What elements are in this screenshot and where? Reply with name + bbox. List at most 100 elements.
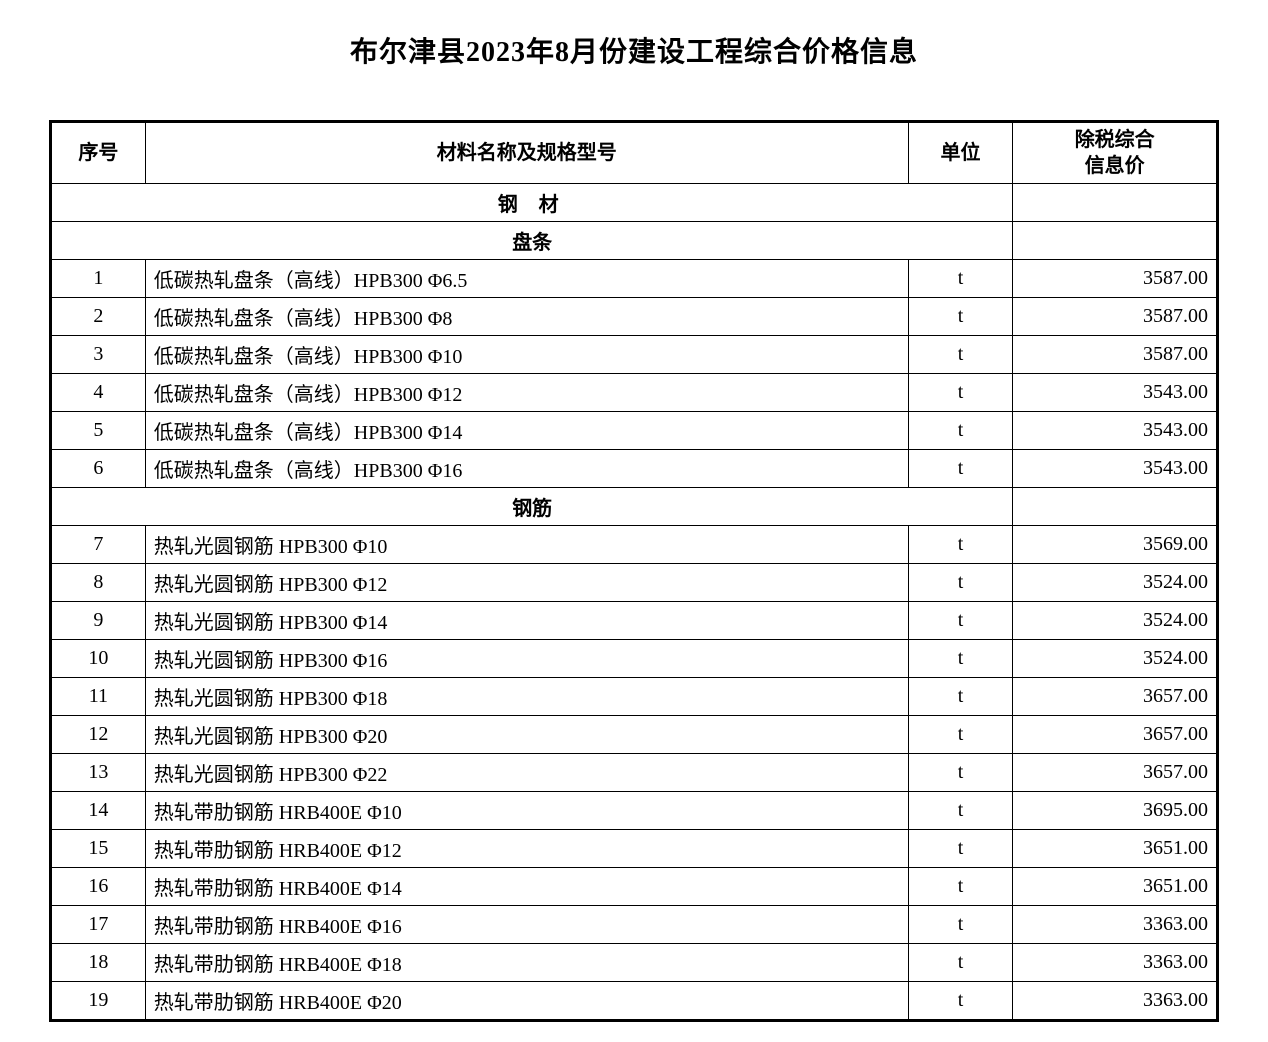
cell-index: 15 — [51, 830, 146, 868]
cell-index: 5 — [51, 412, 146, 450]
cell-unit: t — [908, 374, 1013, 412]
cell-name: 低碳热轧盘条（高线）HPB300 Φ10 — [145, 336, 908, 374]
cell-unit: t — [908, 640, 1013, 678]
cell-unit: t — [908, 412, 1013, 450]
cell-unit: t — [908, 260, 1013, 298]
table-row: 7热轧光圆钢筋 HPB300 Φ10t3569.00 — [51, 526, 1218, 564]
cell-unit: t — [908, 944, 1013, 982]
cell-unit: t — [908, 564, 1013, 602]
cell-index: 2 — [51, 298, 146, 336]
cell-price: 3363.00 — [1013, 906, 1218, 944]
table-row: 11热轧光圆钢筋 HPB300 Φ18t3657.00 — [51, 678, 1218, 716]
cell-name: 热轧带肋钢筋 HRB400E Φ18 — [145, 944, 908, 982]
cell-price: 3695.00 — [1013, 792, 1218, 830]
header-unit: 单位 — [908, 122, 1013, 184]
cell-price: 3543.00 — [1013, 374, 1218, 412]
cell-index: 4 — [51, 374, 146, 412]
cell-price: 3657.00 — [1013, 678, 1218, 716]
cell-price: 3524.00 — [1013, 640, 1218, 678]
cell-name: 低碳热轧盘条（高线）HPB300 Φ16 — [145, 450, 908, 488]
cell-unit: t — [908, 754, 1013, 792]
subsection-label: 盘条 — [51, 222, 1013, 260]
table-row: 15热轧带肋钢筋 HRB400E Φ12t3651.00 — [51, 830, 1218, 868]
cell-index: 17 — [51, 906, 146, 944]
cell-index: 1 — [51, 260, 146, 298]
cell-name: 热轧带肋钢筋 HRB400E Φ12 — [145, 830, 908, 868]
table-row: 19热轧带肋钢筋 HRB400E Φ20t3363.00 — [51, 982, 1218, 1021]
header-price: 除税综合 信息价 — [1013, 122, 1218, 184]
cell-name: 热轧光圆钢筋 HPB300 Φ20 — [145, 716, 908, 754]
cell-price: 3543.00 — [1013, 450, 1218, 488]
subsection-header: 盘条 — [51, 222, 1218, 260]
cell-price: 3363.00 — [1013, 944, 1218, 982]
cell-unit: t — [908, 868, 1013, 906]
table-row: 16热轧带肋钢筋 HRB400E Φ14t3651.00 — [51, 868, 1218, 906]
cell-unit: t — [908, 716, 1013, 754]
table-row: 13热轧光圆钢筋 HPB300 Φ22t3657.00 — [51, 754, 1218, 792]
cell-index: 9 — [51, 602, 146, 640]
subsection-empty-price — [1013, 488, 1218, 526]
cell-price: 3543.00 — [1013, 412, 1218, 450]
cell-name: 热轧光圆钢筋 HPB300 Φ10 — [145, 526, 908, 564]
cell-name: 热轧带肋钢筋 HRB400E Φ14 — [145, 868, 908, 906]
table-row: 8热轧光圆钢筋 HPB300 Φ12t3524.00 — [51, 564, 1218, 602]
cell-name: 热轧光圆钢筋 HPB300 Φ12 — [145, 564, 908, 602]
table-row: 1低碳热轧盘条（高线）HPB300 Φ6.5t3587.00 — [51, 260, 1218, 298]
cell-name: 热轧带肋钢筋 HRB400E Φ10 — [145, 792, 908, 830]
cell-index: 3 — [51, 336, 146, 374]
cell-price: 3363.00 — [1013, 982, 1218, 1021]
table-row: 12热轧光圆钢筋 HPB300 Φ20t3657.00 — [51, 716, 1218, 754]
table-header-row: 序号 材料名称及规格型号 单位 除税综合 信息价 — [51, 122, 1218, 184]
cell-name: 热轧光圆钢筋 HPB300 Φ16 — [145, 640, 908, 678]
cell-name: 热轧光圆钢筋 HPB300 Φ14 — [145, 602, 908, 640]
subsection-empty-price — [1013, 222, 1218, 260]
cell-price: 3587.00 — [1013, 260, 1218, 298]
table-row: 18热轧带肋钢筋 HRB400E Φ18t3363.00 — [51, 944, 1218, 982]
cell-unit: t — [908, 830, 1013, 868]
cell-price: 3587.00 — [1013, 298, 1218, 336]
cell-unit: t — [908, 678, 1013, 716]
cell-name: 低碳热轧盘条（高线）HPB300 Φ14 — [145, 412, 908, 450]
cell-unit: t — [908, 792, 1013, 830]
cell-unit: t — [908, 298, 1013, 336]
section-empty-price — [1013, 184, 1218, 222]
cell-name: 低碳热轧盘条（高线）HPB300 Φ6.5 — [145, 260, 908, 298]
cell-index: 18 — [51, 944, 146, 982]
cell-price: 3524.00 — [1013, 602, 1218, 640]
cell-index: 10 — [51, 640, 146, 678]
cell-unit: t — [908, 982, 1013, 1021]
cell-index: 7 — [51, 526, 146, 564]
cell-index: 11 — [51, 678, 146, 716]
cell-price: 3657.00 — [1013, 754, 1218, 792]
cell-index: 16 — [51, 868, 146, 906]
cell-unit: t — [908, 602, 1013, 640]
table-row: 14热轧带肋钢筋 HRB400E Φ10t3695.00 — [51, 792, 1218, 830]
table-row: 17热轧带肋钢筋 HRB400E Φ16t3363.00 — [51, 906, 1218, 944]
table-row: 10热轧光圆钢筋 HPB300 Φ16t3524.00 — [51, 640, 1218, 678]
price-table: 序号 材料名称及规格型号 单位 除税综合 信息价 钢 材盘条1低碳热轧盘条（高线… — [49, 120, 1219, 1022]
cell-unit: t — [908, 906, 1013, 944]
table-row: 2低碳热轧盘条（高线）HPB300 Φ8t3587.00 — [51, 298, 1218, 336]
table-row: 3低碳热轧盘条（高线）HPB300 Φ10t3587.00 — [51, 336, 1218, 374]
section-label: 钢 材 — [51, 184, 1013, 222]
cell-price: 3587.00 — [1013, 336, 1218, 374]
table-row: 4低碳热轧盘条（高线）HPB300 Φ12t3543.00 — [51, 374, 1218, 412]
page-title: 布尔津县2023年8月份建设工程综合价格信息 — [20, 30, 1248, 70]
cell-price: 3651.00 — [1013, 830, 1218, 868]
table-row: 9热轧光圆钢筋 HPB300 Φ14t3524.00 — [51, 602, 1218, 640]
section-header: 钢 材 — [51, 184, 1218, 222]
subsection-label: 钢筋 — [51, 488, 1013, 526]
cell-index: 13 — [51, 754, 146, 792]
table-row: 5低碳热轧盘条（高线）HPB300 Φ14t3543.00 — [51, 412, 1218, 450]
cell-unit: t — [908, 526, 1013, 564]
table-row: 6低碳热轧盘条（高线）HPB300 Φ16t3543.00 — [51, 450, 1218, 488]
cell-unit: t — [908, 450, 1013, 488]
cell-name: 热轧带肋钢筋 HRB400E Φ20 — [145, 982, 908, 1021]
cell-name: 热轧带肋钢筋 HRB400E Φ16 — [145, 906, 908, 944]
header-name: 材料名称及规格型号 — [145, 122, 908, 184]
cell-name: 热轧光圆钢筋 HPB300 Φ22 — [145, 754, 908, 792]
cell-name: 低碳热轧盘条（高线）HPB300 Φ12 — [145, 374, 908, 412]
cell-price: 3524.00 — [1013, 564, 1218, 602]
subsection-header: 钢筋 — [51, 488, 1218, 526]
cell-index: 6 — [51, 450, 146, 488]
